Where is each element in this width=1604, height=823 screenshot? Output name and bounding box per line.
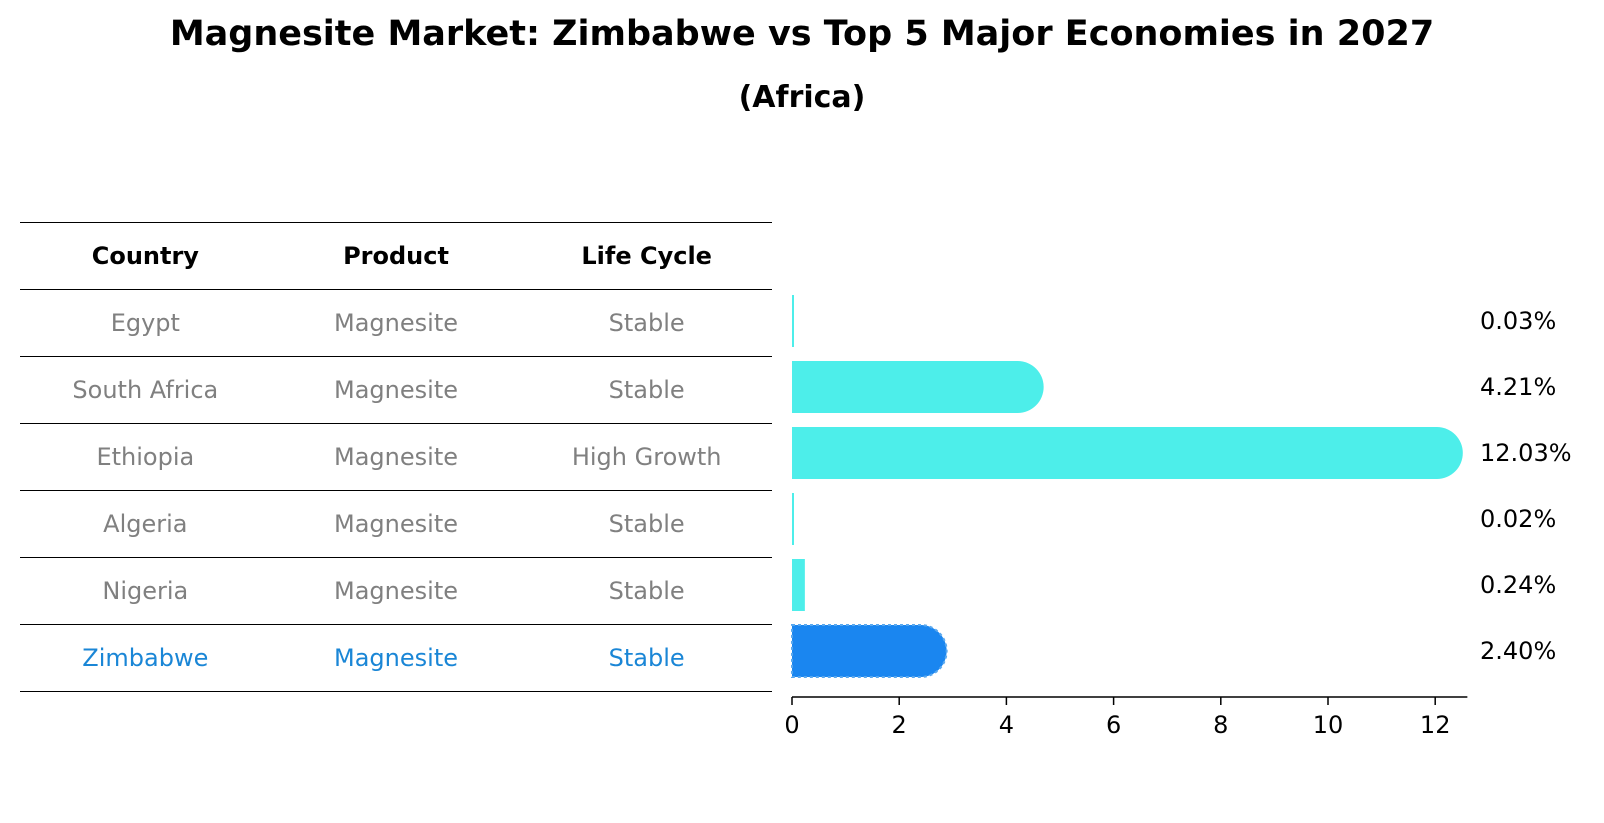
cell-product: Magnesite: [334, 510, 458, 538]
cell-product: Magnesite: [334, 577, 458, 605]
cell-life-cycle: High Growth: [571, 443, 722, 471]
chart-subtitle: (Africa): [738, 80, 866, 115]
bar: [792, 295, 794, 347]
table-row: Nigeria Magnesite Stable: [20, 557, 772, 624]
table-row: South Africa Magnesite Stable: [20, 356, 772, 423]
x-tick-label: 0: [784, 711, 799, 739]
data-label: 2.40%: [1480, 637, 1556, 665]
table-row: Algeria Magnesite Stable: [20, 490, 772, 557]
cell-country: South Africa: [72, 376, 219, 404]
cell-country: Nigeria: [102, 577, 189, 605]
x-tick-label: 8: [1213, 711, 1228, 739]
data-label: 4.21%: [1480, 373, 1556, 401]
cell-life-cycle: Stable: [608, 376, 685, 404]
bar: [792, 427, 1463, 479]
x-tick-label: 2: [892, 711, 907, 739]
cell-country: Algeria: [103, 510, 188, 538]
header-life-cycle: Life Cycle: [581, 242, 712, 270]
header-product: Product: [343, 242, 449, 270]
cell-country: Zimbabwe: [82, 644, 209, 672]
bar: [792, 493, 794, 545]
x-tick-label: 4: [999, 711, 1014, 739]
cell-country: Egypt: [110, 309, 180, 337]
cell-life-cycle: Stable: [608, 510, 685, 538]
data-label: 12.03%: [1480, 439, 1572, 467]
cell-life-cycle: Stable: [608, 577, 685, 605]
table-row: Egypt Magnesite Stable: [20, 289, 772, 356]
bar-highlighted: [791, 624, 948, 678]
data-label: 0.03%: [1480, 307, 1556, 335]
cell-product: Magnesite: [334, 309, 458, 337]
x-tick-label: 10: [1313, 711, 1344, 739]
cell-product: Magnesite: [334, 644, 458, 672]
cell-product: Magnesite: [334, 443, 458, 471]
cell-life-cycle: Stable: [608, 309, 685, 337]
cell-country: Ethiopia: [96, 443, 195, 471]
table-row: Ethiopia Magnesite High Growth: [20, 423, 772, 490]
data-label: 0.24%: [1480, 571, 1556, 599]
bar: [792, 361, 1044, 413]
table-row-highlighted: Zimbabwe Magnesite Stable: [20, 624, 772, 692]
x-tick-label: 12: [1420, 711, 1451, 739]
data-label: 0.02%: [1480, 505, 1556, 533]
table-header-row: Country Product Life Cycle: [20, 222, 772, 289]
chart-title: Magnesite Market: Zimbabwe vs Top 5 Majo…: [169, 14, 1435, 54]
cell-life-cycle: Stable: [608, 644, 685, 672]
cell-product: Magnesite: [334, 376, 458, 404]
header-country: Country: [91, 242, 199, 270]
country-table: Country Product Life Cycle Egypt Magnesi…: [20, 222, 772, 692]
x-tick-label: 6: [1106, 711, 1121, 739]
bar: [792, 559, 805, 611]
